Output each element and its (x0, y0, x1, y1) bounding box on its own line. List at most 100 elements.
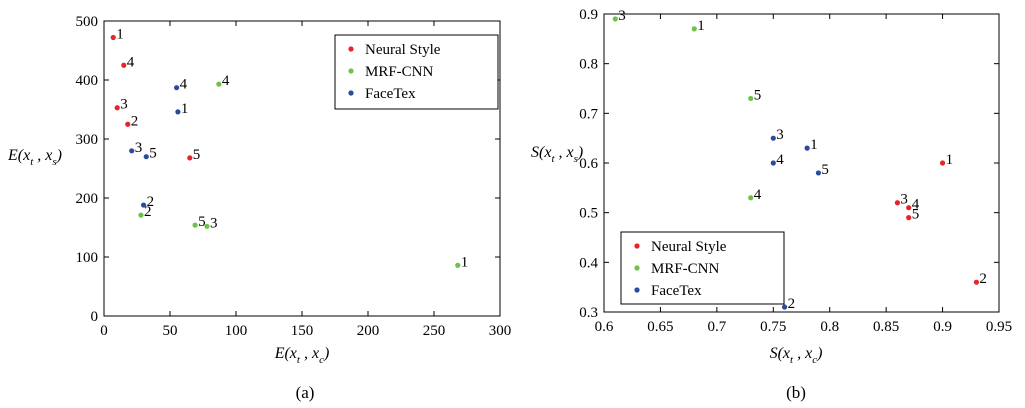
y-tick-label: 0.3 (579, 305, 598, 321)
data-point (110, 34, 116, 41)
data-point (121, 62, 127, 68)
x-axis-label: S(xt , xc) (770, 345, 823, 366)
x-tick-label: 0.95 (986, 319, 1012, 335)
x-axis-label-part: c (319, 354, 324, 366)
data-point (781, 304, 788, 310)
data-point (770, 135, 776, 141)
y-tick-label: 400 (76, 73, 99, 89)
y-axis-label-part: , x (33, 147, 52, 164)
x-tick-label: 150 (291, 323, 314, 339)
legend-label: FaceTex (651, 283, 702, 299)
x-axis-label-part: c (812, 354, 817, 366)
y-tick-label: 100 (76, 250, 99, 266)
data-point-label: 3 (120, 97, 128, 113)
data-point-label: 4 (127, 54, 135, 70)
y-tick-label: 0 (91, 309, 99, 325)
x-tick-label: 0.7 (707, 319, 726, 335)
data-point (894, 200, 901, 206)
x-tick-label: 0.75 (760, 319, 786, 335)
legend-label: Neural Style (365, 42, 441, 58)
data-point-label: 2 (147, 194, 155, 210)
data-point (939, 160, 946, 166)
y-axis-label-part: ) (577, 144, 583, 161)
x-tick-label: 100 (225, 323, 248, 339)
legend-box (620, 231, 785, 305)
x-tick-label: 0.9 (933, 319, 952, 335)
data-point-label: 3 (210, 215, 218, 231)
data-point (174, 85, 180, 91)
legend: Neural Style MRF-CNN FaceTex (334, 34, 499, 110)
data-point-label: 2 (144, 204, 152, 220)
y-tick-label: 0.5 (579, 206, 598, 222)
y-axis-label-part: t (551, 153, 555, 165)
data-point (216, 81, 222, 87)
data-point (192, 222, 198, 228)
y-tick-label: 0.8 (579, 57, 598, 73)
y-axis-label-part: , x (555, 144, 574, 161)
data-point-label: 4 (754, 187, 762, 203)
y-tick-label: 200 (76, 191, 99, 207)
data-point-label: 1 (461, 254, 469, 270)
chart-panel-1: 0 50 100 150 200 250 3000100200300400500123451… (7, 14, 511, 402)
legend-marker (348, 46, 354, 52)
legend: Neural Style MRF-CNN FaceTex (620, 231, 785, 305)
legend-marker (634, 265, 640, 271)
data-point (973, 279, 980, 285)
x-axis-label-part: E(x (274, 345, 297, 362)
legend-marker (634, 243, 640, 249)
y-tick-label: 300 (76, 132, 99, 148)
data-point-label: 4 (180, 77, 188, 93)
data-point-label: 5 (193, 147, 201, 163)
y-tick-label: 0.9 (579, 7, 598, 23)
x-tick-label: 0 (100, 323, 108, 339)
data-point-label: 5 (912, 207, 920, 223)
data-point (906, 205, 912, 211)
legend-marker (348, 68, 354, 74)
chart-panel-2: 0.6 0.65 0.7 0.75 0.8 0.85 0.9 0.950.30.40.50.6… (531, 7, 1012, 402)
panel-caption: (a) (296, 383, 315, 402)
x-tick-label: 0.85 (873, 319, 899, 335)
data-point (187, 155, 193, 161)
data-point (143, 154, 149, 160)
y-axis-label-part: E(x (7, 147, 30, 164)
data-point (804, 145, 810, 151)
data-point-label: 1 (697, 18, 705, 34)
data-point (455, 262, 461, 268)
x-tick-label: 250 (423, 323, 446, 339)
data-point (612, 16, 618, 22)
legend-label: MRF-CNN (651, 261, 720, 277)
x-axis-label-part: S(x (770, 345, 790, 362)
y-tick-label: 0.6 (579, 156, 598, 172)
y-tick-label: 0.7 (579, 106, 598, 122)
y-axis-label-part: S(x (531, 144, 551, 161)
data-point (906, 215, 912, 221)
data-point-label: 1 (116, 27, 124, 43)
legend-box (334, 34, 499, 110)
panel-caption: (b) (786, 383, 806, 402)
data-point (204, 223, 210, 229)
y-axis-label-part: s (52, 156, 56, 168)
x-tick-label: 0.6 (595, 319, 614, 335)
data-point-label: 5 (821, 162, 829, 178)
legend-label: MRF-CNN (365, 64, 434, 80)
data-point-label: 5 (149, 146, 157, 162)
x-tick-label: 200 (357, 323, 380, 339)
data-point-label: 3 (135, 140, 143, 156)
data-point (114, 105, 120, 111)
data-point (691, 26, 697, 32)
legend-marker (348, 90, 354, 96)
x-tick-label: 0.65 (647, 319, 673, 335)
legend-marker (634, 287, 640, 293)
data-point (141, 202, 147, 208)
data-point-label: 2 (979, 271, 987, 287)
data-point (129, 148, 135, 154)
x-axis-label-part: , x (300, 345, 319, 362)
data-point-label: 3 (776, 127, 784, 143)
data-point-label: 3 (900, 192, 908, 208)
data-point-label: 5 (754, 87, 762, 103)
data-point-label: 4 (912, 197, 920, 213)
y-axis-label-part: t (30, 156, 34, 168)
y-tick-label: 500 (76, 14, 99, 30)
x-tick-label: 0.8 (820, 319, 839, 335)
